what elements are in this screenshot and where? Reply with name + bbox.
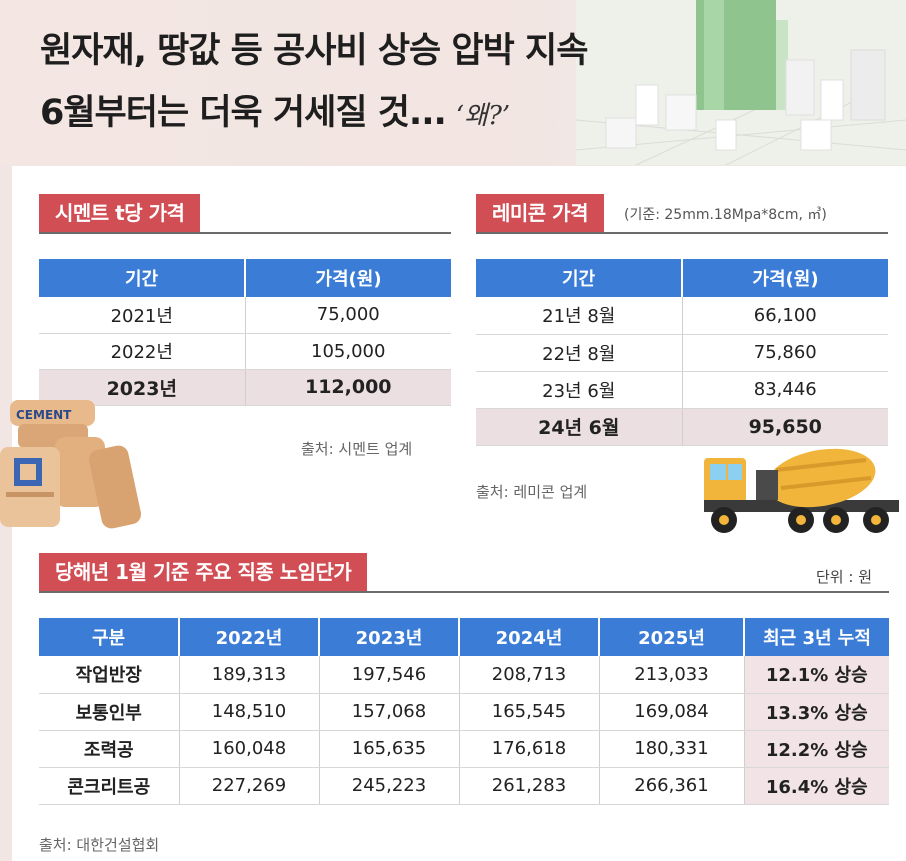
labor-wage-table: 구분 2022년 2023년 2024년 2025년 최근 3년 누적 작업반장…	[39, 618, 889, 805]
labor-2023-cell: 245,223	[319, 767, 460, 805]
remicon-period-cell: 23년 6월	[476, 371, 683, 409]
cement-price-table: 기간 가격(원) 2021년 75,000 2022년 105,000 2023…	[39, 259, 451, 406]
labor-source-note: 출처: 대한건설협회	[39, 836, 160, 854]
cement-mixer-truck-illustration	[704, 448, 899, 533]
table-row: 보통인부 148,510 157,068 165,545 169,084 13.…	[39, 693, 889, 731]
labor-change-cell: 13.3% 상승	[744, 693, 889, 731]
labor-2025-cell: 169,084	[599, 693, 745, 731]
remicon-section-title: 레미콘 가격	[476, 194, 604, 232]
remicon-source-note: 출처: 레미콘 업계	[476, 483, 588, 501]
labor-2024-cell: 208,713	[459, 656, 600, 694]
table-row: 2022년 105,000	[39, 333, 451, 370]
labor-job-cell: 콘크리트공	[39, 767, 180, 805]
headline-line-2-text: 6월부터는 더욱 거세질 것...	[40, 93, 447, 133]
table-row: 21년 8월 66,100	[476, 297, 888, 335]
remicon-price-table: 기간 가격(원) 21년 8월 66,100 22년 8월 75,860 23년…	[476, 259, 888, 446]
city-skyline-illustration	[576, 0, 906, 165]
remicon-period-cell: 22년 8월	[476, 334, 683, 372]
labor-2023-cell: 157,068	[319, 693, 460, 731]
cement-table-header-row: 기간 가격(원)	[39, 259, 451, 297]
table-row: 작업반장 189,313 197,546 208,713 213,033 12.…	[39, 656, 889, 694]
remicon-price-cell: 75,860	[682, 334, 888, 372]
cement-price-cell: 112,000	[245, 369, 451, 406]
table-row-highlighted: 2023년 112,000	[39, 369, 451, 406]
labor-2022-cell: 148,510	[179, 693, 320, 731]
cement-period-cell: 2023년	[39, 369, 246, 406]
labor-title-rule	[39, 591, 889, 593]
labor-2022-cell: 189,313	[179, 656, 320, 694]
labor-header-category: 구분	[39, 618, 180, 656]
table-row: 콘크리트공 227,269 245,223 261,283 266,361 16…	[39, 767, 889, 805]
remicon-title-rule	[476, 232, 888, 234]
labor-2025-cell: 266,361	[599, 767, 745, 805]
labor-2024-cell: 176,618	[459, 730, 600, 768]
cement-price-cell: 75,000	[245, 297, 451, 334]
remicon-header-period: 기간	[476, 259, 683, 297]
remicon-price-cell: 66,100	[682, 297, 888, 335]
labor-header-2024: 2024년	[459, 618, 600, 656]
cement-section-title: 시멘트 t당 가격	[39, 194, 201, 232]
labor-header-2022: 2022년	[179, 618, 320, 656]
cement-source-note: 출처: 시멘트 업계	[301, 440, 413, 458]
cement-bag-label: CEMENT	[16, 408, 72, 422]
labor-section-title: 당해년 1월 기준 주요 직종 노임단가	[39, 553, 368, 591]
labor-2023-cell: 197,546	[319, 656, 460, 694]
remicon-header-price: 가격(원)	[682, 259, 888, 297]
header-banner: 원자재, 땅값 등 공사비 상승 압박 지속 6월부터는 더욱 거세질 것...…	[0, 0, 906, 165]
labor-change-cell: 12.1% 상승	[744, 656, 889, 694]
table-row: 조력공 160,048 165,635 176,618 180,331 12.2…	[39, 730, 889, 768]
labor-job-cell: 작업반장	[39, 656, 180, 694]
remicon-basis-note: (기준: 25mm.18Mpa*8cm, ㎥)	[624, 207, 827, 223]
labor-2023-cell: 165,635	[319, 730, 460, 768]
labor-job-cell: 보통인부	[39, 693, 180, 731]
cement-period-cell: 2021년	[39, 297, 246, 334]
labor-unit-note: 단위 : 원	[816, 568, 872, 586]
labor-job-cell: 조력공	[39, 730, 180, 768]
labor-2022-cell: 227,269	[179, 767, 320, 805]
labor-header-2023: 2023년	[319, 618, 460, 656]
labor-header-cumulative: 최근 3년 누적	[744, 618, 889, 656]
headline-line-2: 6월부터는 더욱 거세질 것... ‘왜?’	[40, 84, 510, 135]
remicon-price-cell: 95,650	[682, 408, 888, 446]
cement-bags-illustration: CEMENT	[0, 400, 142, 529]
remicon-period-cell: 24년 6월	[476, 408, 683, 446]
labor-change-cell: 12.2% 상승	[744, 730, 889, 768]
labor-2025-cell: 180,331	[599, 730, 745, 768]
labor-change-cell: 16.4% 상승	[744, 767, 889, 805]
cement-header-price: 가격(원)	[245, 259, 451, 297]
table-row: 2021년 75,000	[39, 297, 451, 334]
table-row-highlighted: 24년 6월 95,650	[476, 408, 888, 446]
remicon-period-cell: 21년 8월	[476, 297, 683, 335]
cement-header-period: 기간	[39, 259, 246, 297]
labor-2025-cell: 213,033	[599, 656, 745, 694]
cement-period-cell: 2022년	[39, 333, 246, 370]
labor-2024-cell: 261,283	[459, 767, 600, 805]
table-row: 23년 6월 83,446	[476, 371, 888, 409]
table-row: 22년 8월 75,860	[476, 334, 888, 372]
cement-title-rule	[39, 232, 451, 234]
labor-2024-cell: 165,545	[459, 693, 600, 731]
handwritten-annotation: ‘왜?’	[455, 101, 511, 131]
remicon-table-header-row: 기간 가격(원)	[476, 259, 888, 297]
labor-table-header-row: 구분 2022년 2023년 2024년 2025년 최근 3년 누적	[39, 618, 889, 656]
labor-header-2025: 2025년	[599, 618, 745, 656]
content-card: 시멘트 t당 가격 기간 가격(원) 2021년 75,000 2022년 10…	[12, 166, 906, 861]
cement-price-cell: 105,000	[245, 333, 451, 370]
remicon-price-cell: 83,446	[682, 371, 888, 409]
labor-2022-cell: 160,048	[179, 730, 320, 768]
headline-line-1: 원자재, 땅값 등 공사비 상승 압박 지속	[40, 31, 588, 71]
